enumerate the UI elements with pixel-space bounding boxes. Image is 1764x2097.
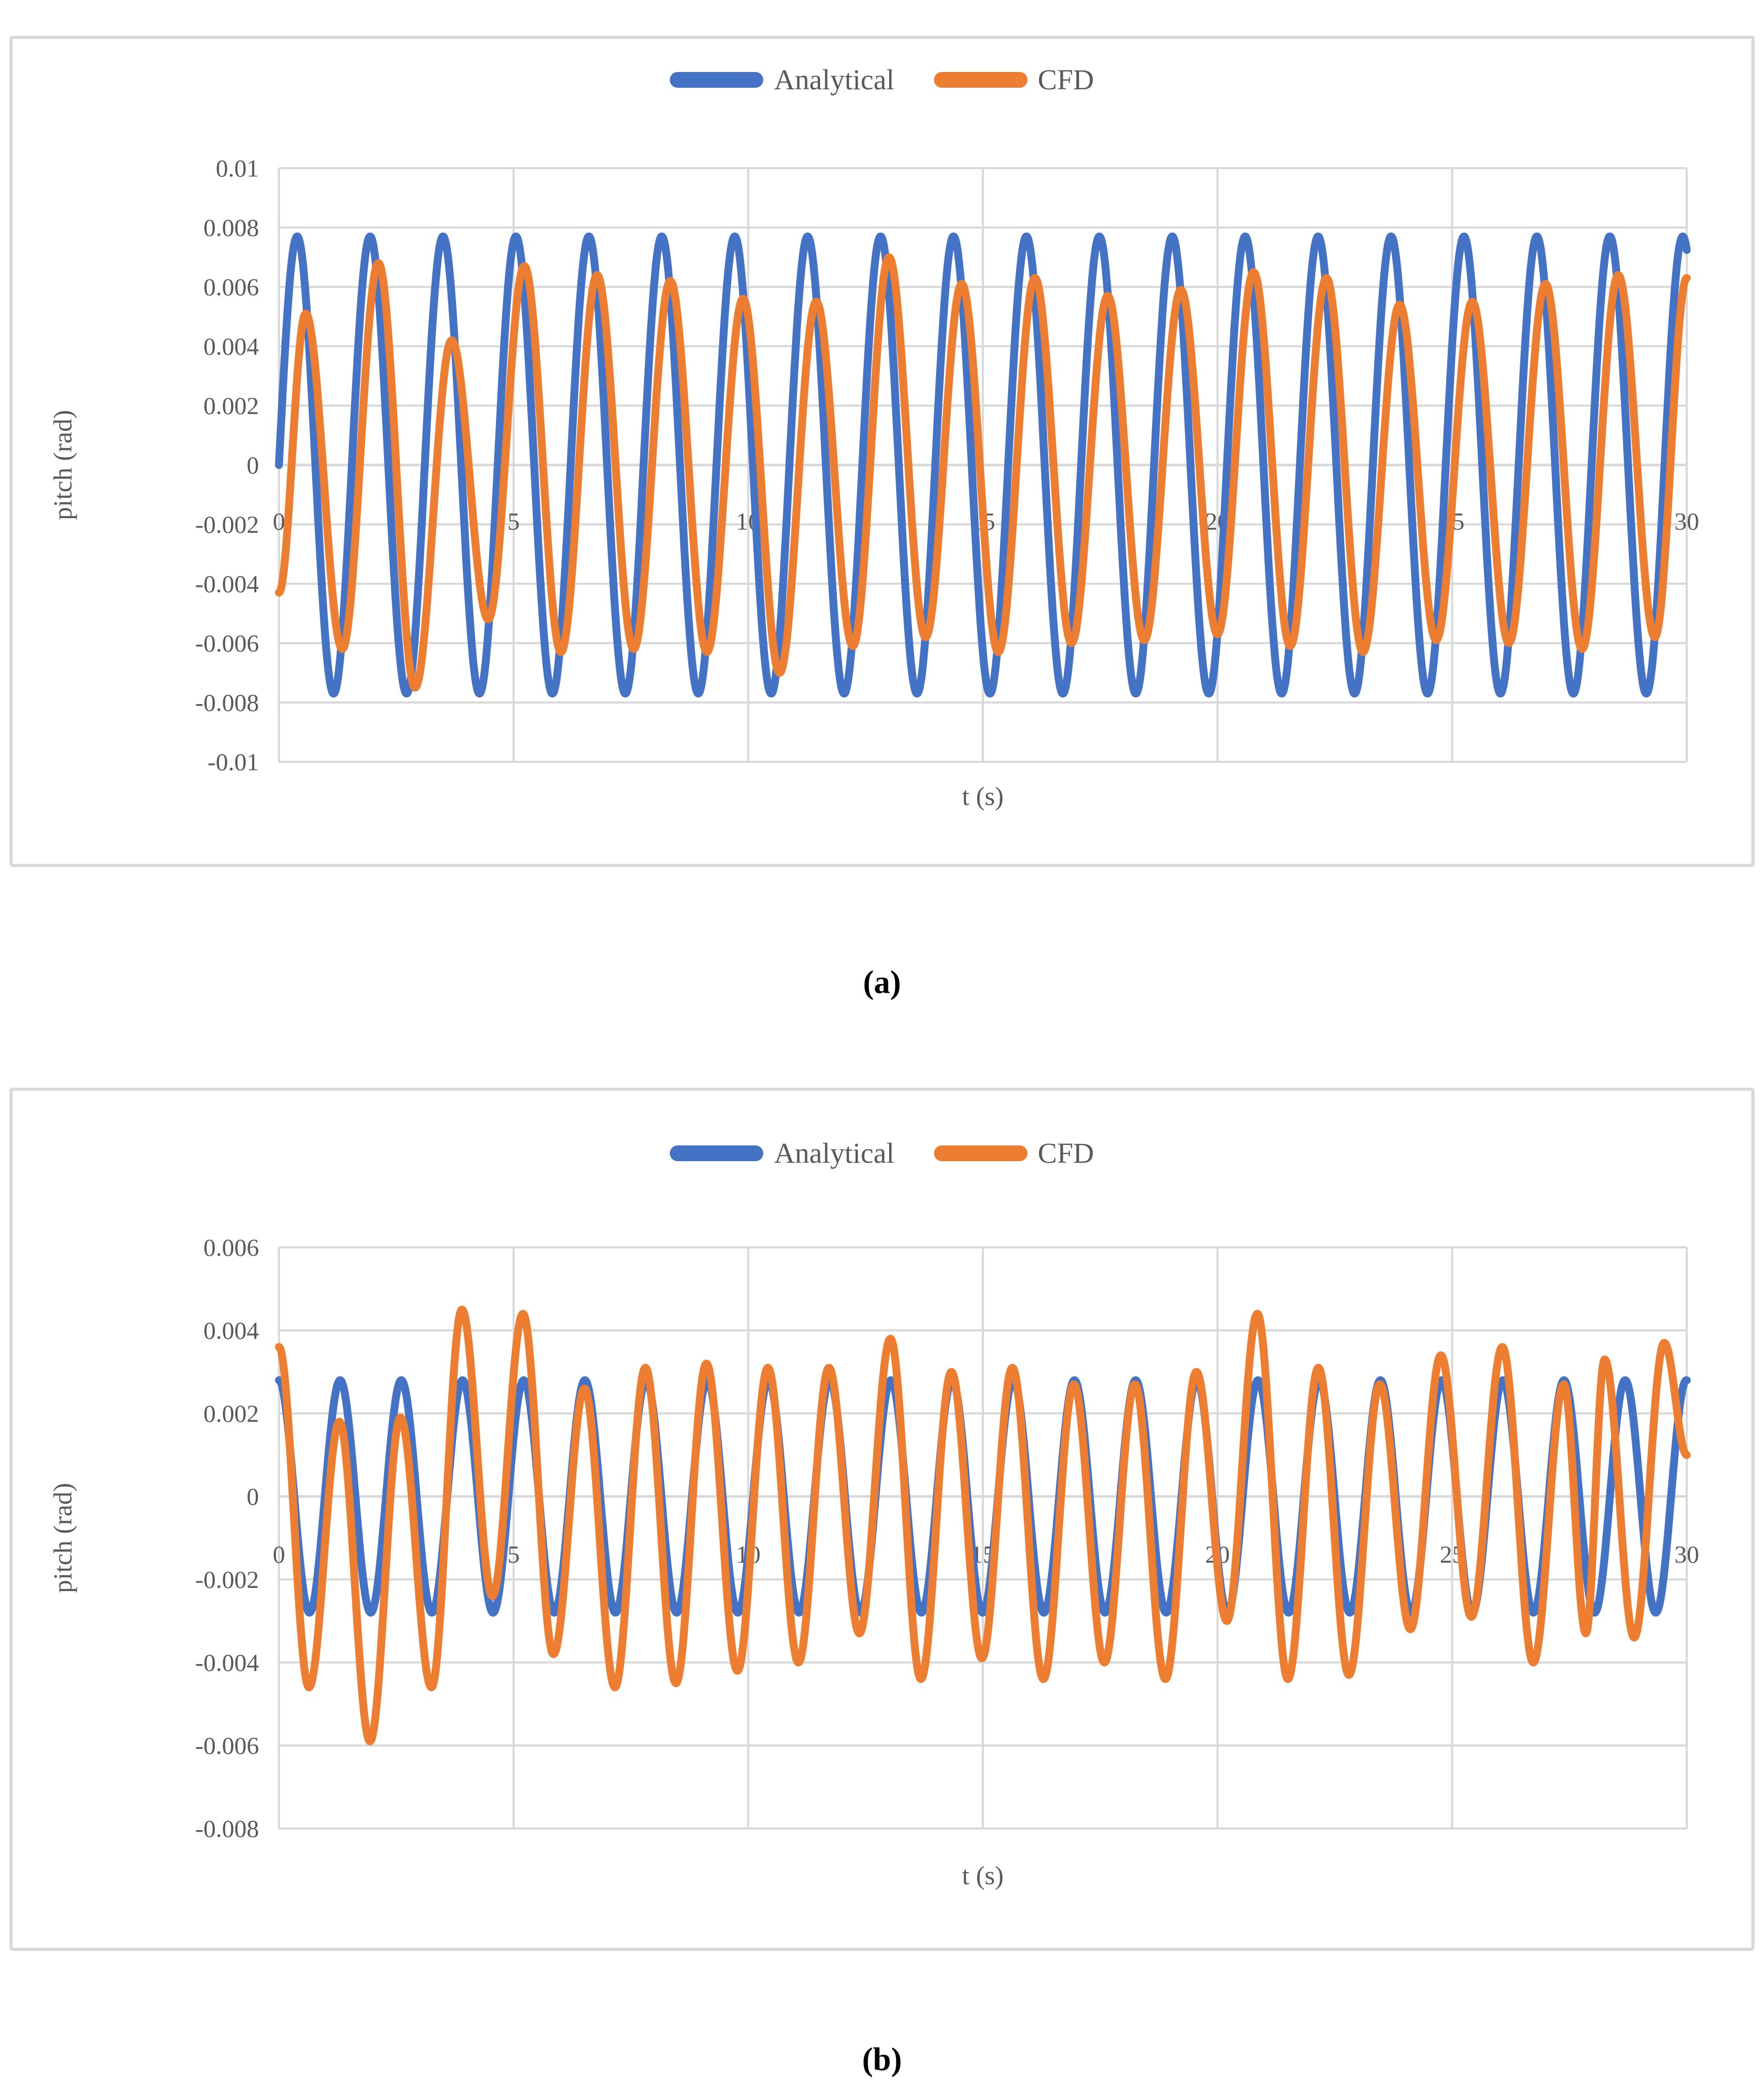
legend-label-analytical: Analytical	[774, 1137, 895, 1169]
y-tick-label: 0.004	[203, 333, 259, 360]
y-tick-label: 0.006	[203, 274, 259, 301]
y-axis-title: pitch (rad)	[48, 410, 77, 520]
chart-b-plot: 0.006 0.004 0.002 0 -0.002 -0.004 -0.006 -0.008…	[48, 1234, 1699, 1890]
y-tick-label: -0.002	[195, 511, 259, 539]
x-tick-label: 30	[1675, 1541, 1699, 1568]
y-tick-label: -0.008	[195, 1815, 259, 1843]
legend-label-cfd: CFD	[1037, 64, 1094, 96]
y-axis-title: pitch (rad)	[48, 1483, 77, 1593]
legend-item-analytical: Analytical	[670, 64, 895, 96]
y-tick-label: 0	[247, 452, 260, 479]
legend-a: Analytical CFD	[13, 65, 1751, 94]
y-tick-label: -0.006	[195, 630, 259, 657]
legend-item-cfd: CFD	[933, 64, 1094, 96]
x-tick-label: 0	[273, 508, 285, 535]
y-tick-label: 0.008	[203, 214, 259, 242]
chart-b-card: 0.006 0.004 0.002 0 -0.002 -0.004 -0.006 -0.008…	[9, 1088, 1755, 1951]
y-tick-label: -0.01	[207, 749, 259, 776]
legend-label-cfd: CFD	[1037, 1137, 1094, 1169]
chart-a-card: 0.01 0.008 0.006 0.004 0.002 0 -0.002 -0.004 -0.…	[9, 36, 1755, 867]
y-tick-label: -0.002	[195, 1566, 259, 1594]
analytical-line-swatch	[670, 1145, 764, 1161]
cfd-curve	[275, 1306, 1691, 1745]
x-tick-label: 0	[273, 1541, 285, 1568]
analytical-line-swatch	[670, 71, 764, 88]
caption-a: (a)	[863, 965, 901, 1000]
legend-item-analytical: Analytical	[670, 1137, 895, 1169]
y-tick-label: 0.004	[203, 1317, 259, 1345]
legend-item-cfd: CFD	[933, 1137, 1094, 1169]
x-axis-title: t (s)	[962, 781, 1003, 811]
cfd-line-swatch	[933, 1145, 1028, 1161]
cfd-curve	[275, 253, 1691, 692]
y-tick-label: 0.002	[203, 1400, 259, 1428]
y-tick-label: 0.01	[216, 155, 259, 182]
y-tick-label: 0.002	[203, 392, 259, 420]
y-tick-label: -0.004	[195, 571, 259, 598]
x-axis-title: t (s)	[962, 1861, 1003, 1890]
y-tick-label: -0.006	[195, 1732, 259, 1760]
chart-a-plot: 0.01 0.008 0.006 0.004 0.002 0 -0.002 -0.004 -0.…	[48, 155, 1699, 811]
x-tick-label: 5	[507, 508, 520, 535]
y-tick-label: -0.008	[195, 689, 259, 717]
y-tick-label: -0.004	[195, 1649, 259, 1677]
y-tick-label: 0	[247, 1483, 260, 1511]
legend-b: Analytical CFD	[13, 1139, 1751, 1168]
y-tick-label: 0.006	[203, 1234, 259, 1262]
cfd-line-swatch	[933, 71, 1028, 88]
x-tick-label: 30	[1675, 508, 1699, 535]
analytical-curve	[275, 232, 1691, 698]
caption-b: (b)	[862, 2042, 902, 2078]
x-tick-label: 5	[507, 1541, 520, 1568]
legend-label-analytical: Analytical	[774, 64, 895, 96]
